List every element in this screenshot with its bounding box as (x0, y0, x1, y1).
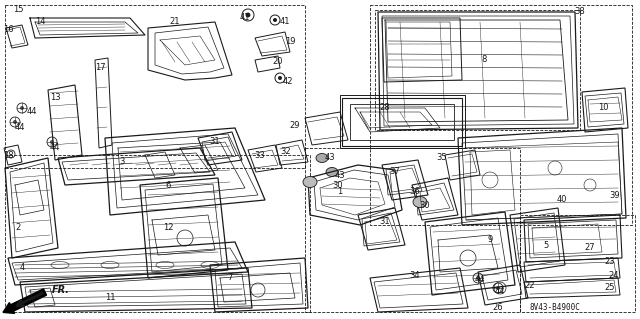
Circle shape (13, 120, 17, 124)
Text: 3: 3 (119, 158, 125, 167)
Text: 22: 22 (525, 280, 535, 290)
Text: 44: 44 (50, 144, 60, 152)
Text: 28: 28 (380, 103, 390, 113)
Text: 30: 30 (420, 201, 430, 210)
Text: 41: 41 (280, 18, 291, 26)
Text: 24: 24 (609, 271, 620, 279)
Text: 7: 7 (227, 273, 233, 283)
Text: 14: 14 (35, 18, 45, 26)
Text: 5: 5 (543, 241, 548, 249)
Text: 19: 19 (285, 38, 295, 47)
Text: 36: 36 (410, 188, 420, 197)
Text: 13: 13 (50, 93, 60, 102)
Text: 15: 15 (13, 5, 23, 14)
Text: 17: 17 (95, 63, 106, 72)
Text: 11: 11 (105, 293, 115, 302)
Text: 44: 44 (475, 276, 485, 285)
Text: 37: 37 (390, 167, 401, 176)
Text: 16: 16 (3, 26, 13, 34)
Ellipse shape (303, 176, 317, 188)
Text: 18: 18 (3, 151, 13, 160)
Text: 21: 21 (170, 18, 180, 26)
Circle shape (50, 140, 54, 144)
Ellipse shape (316, 153, 328, 162)
Circle shape (476, 276, 480, 280)
Text: 44: 44 (27, 108, 37, 116)
Text: 32: 32 (281, 147, 291, 157)
Text: 44: 44 (15, 123, 25, 132)
Circle shape (246, 12, 250, 18)
Text: 6: 6 (165, 181, 171, 189)
Text: 1: 1 (337, 188, 342, 197)
Ellipse shape (413, 197, 427, 207)
Text: 41: 41 (240, 13, 250, 23)
Text: 27: 27 (585, 243, 595, 253)
Text: 12: 12 (163, 224, 173, 233)
Text: 34: 34 (410, 271, 420, 279)
Text: 43: 43 (324, 153, 335, 162)
Circle shape (20, 106, 24, 110)
Ellipse shape (326, 167, 338, 176)
Text: 35: 35 (436, 153, 447, 162)
Text: 4: 4 (19, 263, 24, 272)
Text: 43: 43 (335, 170, 346, 180)
Text: 8V43-B4900C: 8V43-B4900C (529, 303, 580, 313)
Text: 40: 40 (557, 196, 567, 204)
Text: 31: 31 (210, 137, 220, 146)
Circle shape (496, 286, 500, 290)
Text: FR.: FR. (52, 285, 70, 295)
Text: 31: 31 (380, 218, 390, 226)
Text: 30: 30 (333, 181, 343, 189)
Text: 42: 42 (283, 78, 293, 86)
Text: 25: 25 (605, 284, 615, 293)
Text: 8: 8 (481, 56, 486, 64)
Text: 20: 20 (273, 57, 284, 66)
Circle shape (278, 76, 282, 80)
Text: 44: 44 (495, 287, 505, 296)
Text: 38: 38 (575, 8, 586, 17)
Text: 33: 33 (255, 151, 266, 160)
Text: 26: 26 (493, 303, 503, 313)
Circle shape (273, 18, 277, 22)
FancyArrow shape (3, 289, 47, 313)
Text: 23: 23 (605, 257, 615, 266)
Text: 39: 39 (610, 190, 620, 199)
Text: 29: 29 (290, 121, 300, 130)
Text: 9: 9 (488, 235, 493, 244)
Text: 10: 10 (598, 103, 608, 113)
Text: 2: 2 (15, 224, 20, 233)
